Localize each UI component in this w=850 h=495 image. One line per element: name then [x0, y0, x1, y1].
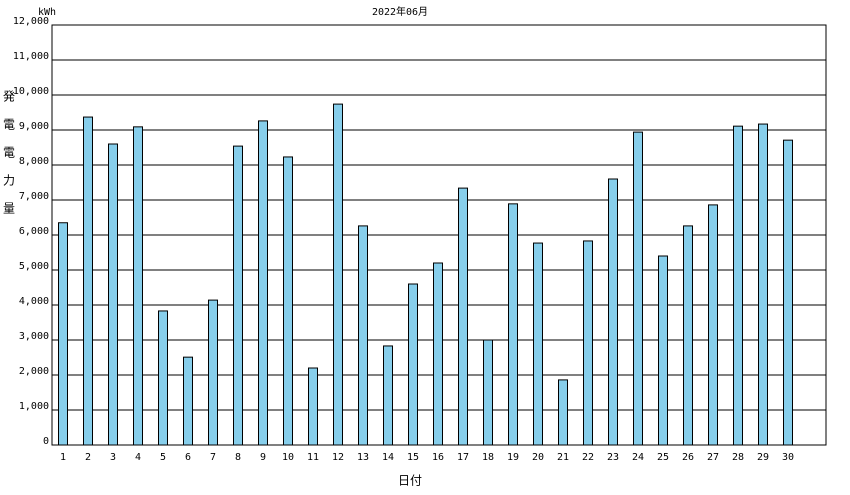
bar: [183, 356, 193, 446]
x-tick-label: 11: [307, 452, 319, 463]
bar: [358, 225, 368, 446]
x-tick-label: 12: [332, 452, 344, 463]
y-axis-label: 発電電力量: [2, 90, 16, 230]
x-tick-label: 3: [110, 452, 116, 463]
bar: [783, 139, 793, 446]
y-tick-label: 6,000: [19, 226, 49, 237]
y-tick-label: 2,000: [19, 366, 49, 377]
y-tick-label: 0: [43, 436, 49, 447]
x-tick-label: 25: [657, 452, 669, 463]
x-tick-label: 8: [235, 452, 241, 463]
bar: [133, 126, 143, 446]
bar: [483, 339, 493, 446]
bar: [708, 204, 718, 446]
x-tick-label: 23: [607, 452, 619, 463]
x-tick-label: 15: [407, 452, 419, 463]
x-tick-label: 18: [482, 452, 494, 463]
y-tick-label: 11,000: [13, 51, 49, 62]
x-tick-label: 1: [60, 452, 66, 463]
bar: [283, 156, 293, 446]
x-tick-label: 13: [357, 452, 369, 463]
y-tick-label: 9,000: [19, 121, 49, 132]
bar: [508, 203, 518, 446]
x-tick-label: 6: [185, 452, 191, 463]
bar: [558, 379, 568, 446]
x-tick-label: 29: [757, 452, 769, 463]
x-tick-label: 21: [557, 452, 569, 463]
y-tick-label: 5,000: [19, 261, 49, 272]
bar: [658, 255, 668, 446]
x-tick-label: 24: [632, 452, 644, 463]
y-tick-label: 3,000: [19, 331, 49, 342]
chart-title: 2022年06月: [372, 5, 428, 18]
x-tick-label: 14: [382, 452, 394, 463]
x-tick-label: 7: [210, 452, 216, 463]
x-tick-label: 9: [260, 452, 266, 463]
x-axis-label: 日付: [398, 474, 422, 488]
bar: [733, 125, 743, 446]
bar: [758, 123, 768, 446]
bar: [258, 120, 268, 446]
bar: [433, 262, 443, 446]
y-tick-label: 4,000: [19, 296, 49, 307]
x-tick-label: 28: [732, 452, 744, 463]
bar: [108, 143, 118, 446]
x-tick-label: 20: [532, 452, 544, 463]
x-tick-label: 19: [507, 452, 519, 463]
bar: [233, 145, 243, 446]
bar: [58, 222, 68, 446]
x-tick-label: 16: [432, 452, 444, 463]
x-tick-label: 27: [707, 452, 719, 463]
bar: [633, 131, 643, 446]
x-tick-label: 22: [582, 452, 594, 463]
x-tick-label: 17: [457, 452, 469, 463]
bar: [308, 367, 318, 446]
bar: [208, 299, 218, 446]
bar: [408, 283, 418, 446]
bar: [158, 310, 168, 446]
y-tick-label: 10,000: [13, 86, 49, 97]
bar: [333, 103, 343, 446]
bar: [83, 116, 93, 446]
x-tick-label: 5: [160, 452, 166, 463]
unit-label: kWh: [38, 7, 56, 18]
y-tick-label: 12,000: [13, 16, 49, 27]
bar: [583, 240, 593, 446]
bar: [383, 345, 393, 446]
x-tick-label: 4: [135, 452, 141, 463]
y-tick-label: 8,000: [19, 156, 49, 167]
bar: [458, 187, 468, 446]
y-tick-label: 1,000: [19, 401, 49, 412]
bar: [533, 242, 543, 446]
y-tick-label: 7,000: [19, 191, 49, 202]
bar: [683, 225, 693, 446]
x-tick-label: 26: [682, 452, 694, 463]
x-tick-label: 30: [782, 452, 794, 463]
bar: [608, 178, 618, 446]
x-tick-label: 2: [85, 452, 91, 463]
x-tick-label: 10: [282, 452, 294, 463]
